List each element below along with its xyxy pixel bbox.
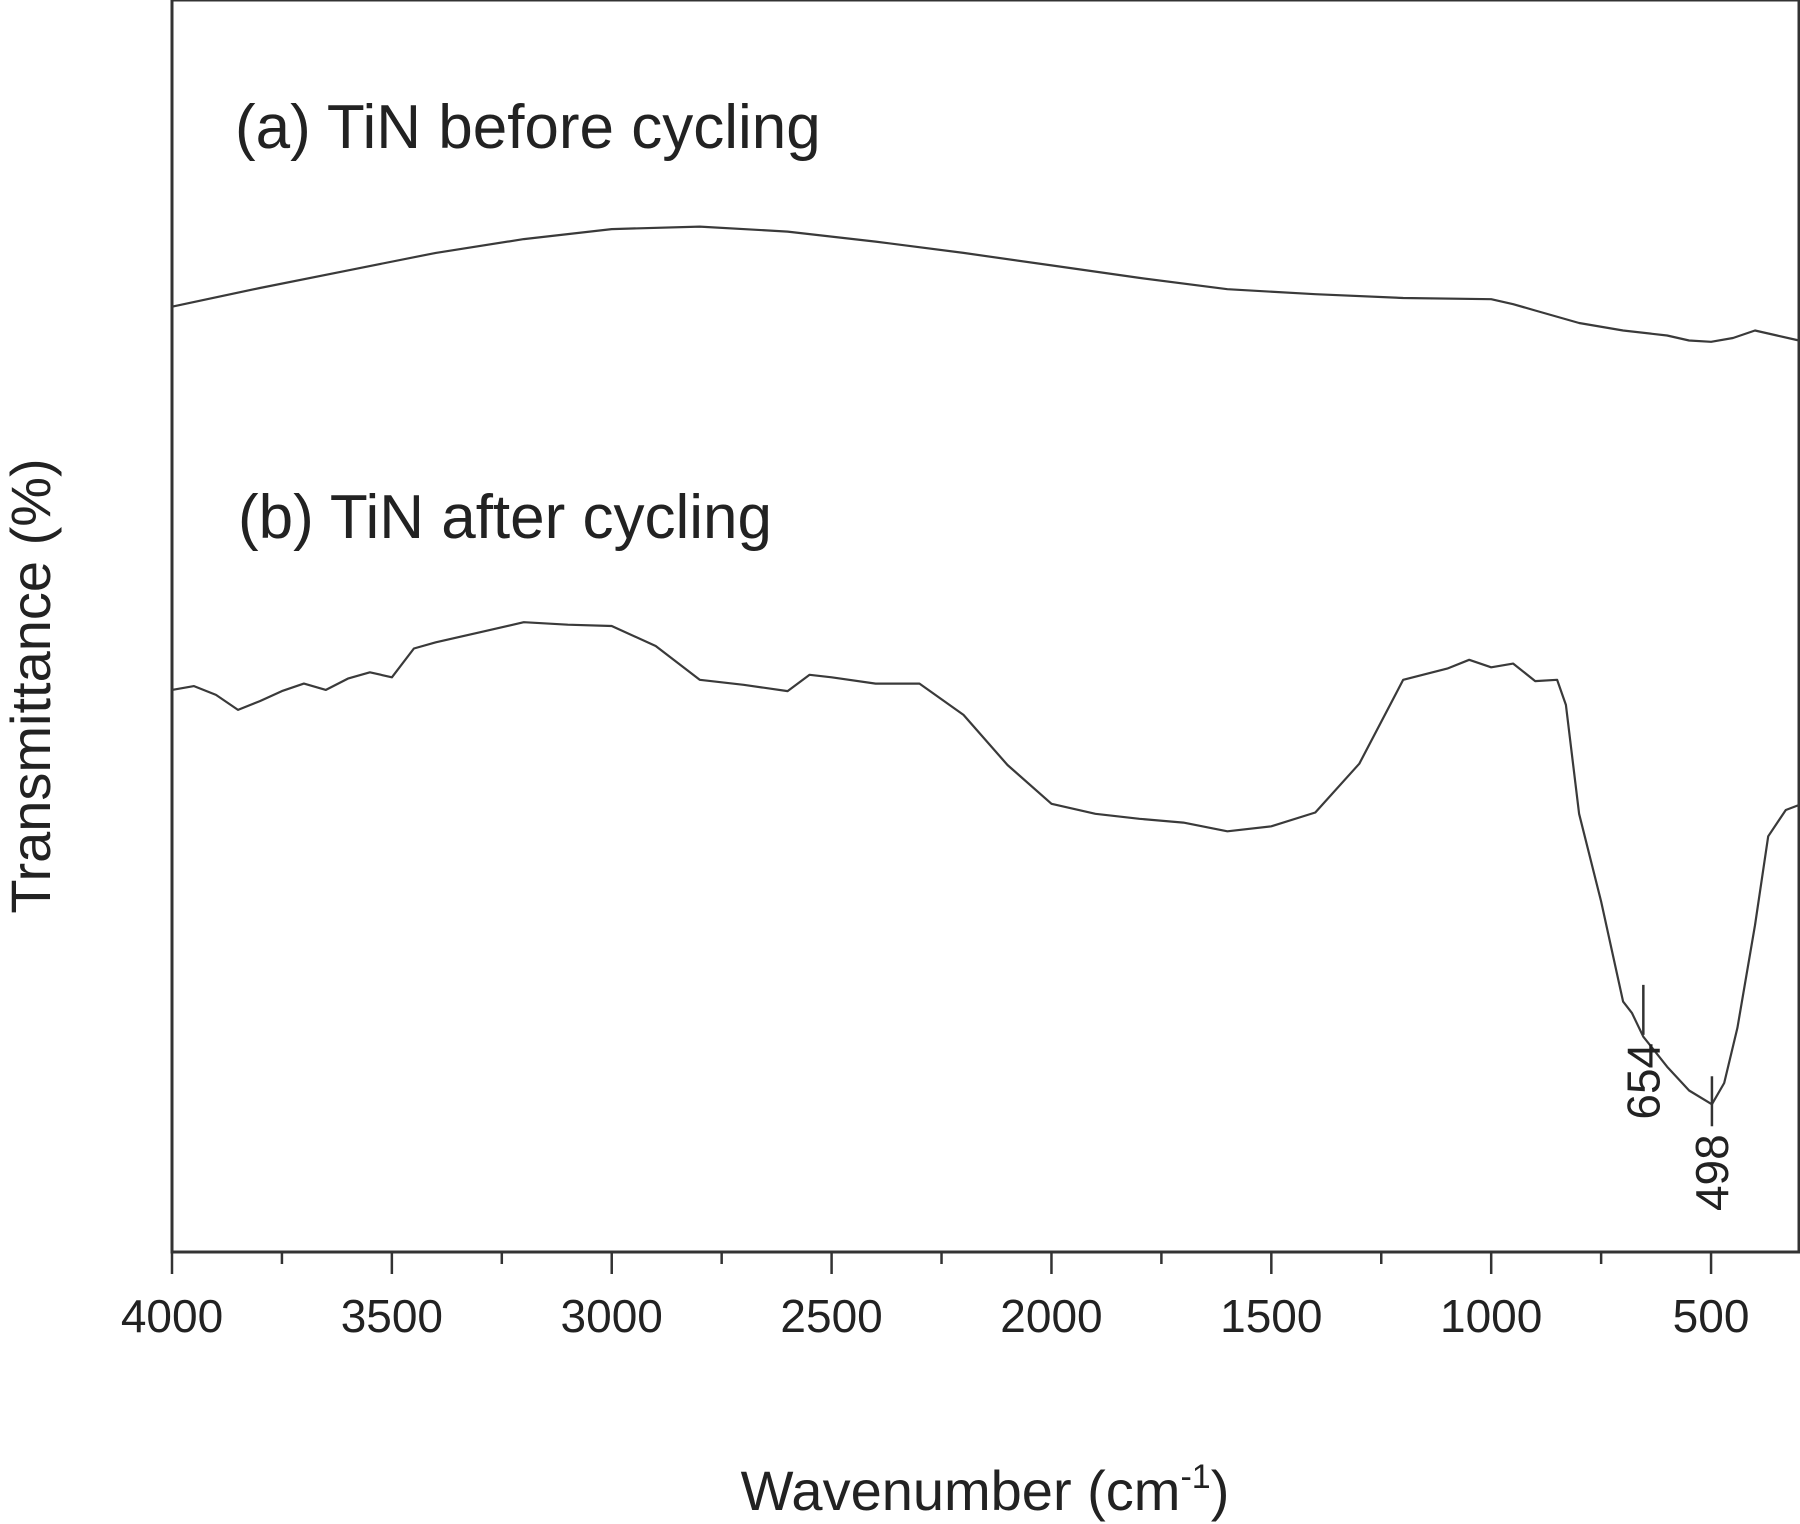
x-tick-label: 1500 [1220, 1290, 1322, 1342]
plot-frame [170, 0, 1800, 1254]
x-axis-title-main: Wavenumber (cm [741, 1459, 1181, 1522]
x-axis-title-end: ) [1211, 1459, 1230, 1522]
series-layer [171, 225, 1800, 1106]
series-line-a [171, 225, 1800, 343]
x-tick-label: 2500 [780, 1290, 882, 1342]
y-axis-title: Transmittance (%) [0, 458, 62, 913]
curve-labels: (a) TiN before cycling (b) TiN after cycl… [235, 93, 821, 552]
x-axis-ticks: 4000 3500 3000 2500 2000 1500 1000 500 [121, 1252, 1750, 1342]
x-tick-label: 2000 [1000, 1290, 1102, 1342]
peak-label: 498 [1686, 1134, 1738, 1211]
series-line-b [171, 621, 1800, 1106]
x-axis-title: Wavenumber (cm-1) [741, 1458, 1230, 1522]
x-tick-label: 500 [1673, 1290, 1750, 1342]
x-tick-label: 3500 [341, 1290, 443, 1342]
x-tick-label: 1000 [1440, 1290, 1542, 1342]
x-tick-label: 3000 [561, 1290, 663, 1342]
curve-label-b: (b) TiN after cycling [238, 483, 772, 552]
peak-annotations: 654 498 [1617, 984, 1738, 1211]
x-axis-title-sup: -1 [1180, 1458, 1210, 1496]
curve-label-a: (a) TiN before cycling [235, 93, 821, 162]
peak-label: 654 [1617, 1043, 1669, 1120]
x-tick-label: 4000 [121, 1290, 223, 1342]
